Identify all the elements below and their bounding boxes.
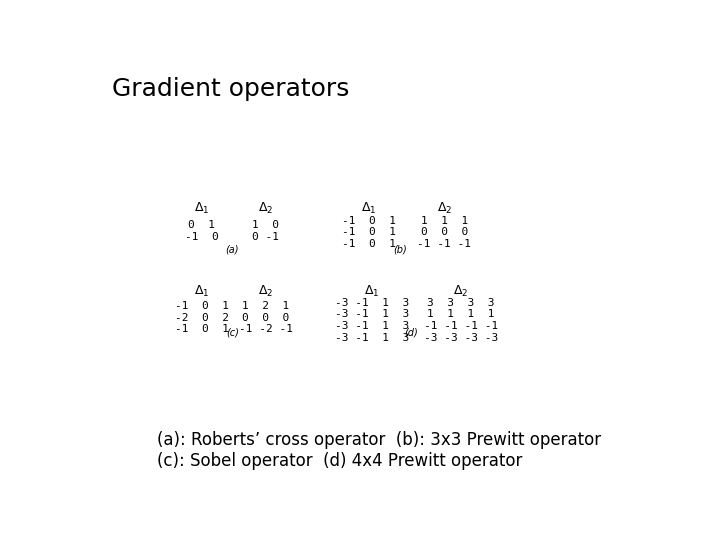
Text: -1 -1 -1: -1 -1 -1 xyxy=(418,239,472,249)
Text: (a): (a) xyxy=(225,245,239,255)
Text: 0  0  0: 0 0 0 xyxy=(420,227,468,238)
Text: 1  1  1  1: 1 1 1 1 xyxy=(428,309,495,319)
Text: -1 -1 -1 -1: -1 -1 -1 -1 xyxy=(424,321,498,331)
Text: $\Delta_2$: $\Delta_2$ xyxy=(258,284,274,299)
Text: (b): (b) xyxy=(393,245,407,255)
Text: -1 -2 -1: -1 -2 -1 xyxy=(239,324,293,334)
Text: -2  0  2: -2 0 2 xyxy=(175,313,229,322)
Text: (d): (d) xyxy=(404,328,418,338)
Text: $\Delta_1$: $\Delta_1$ xyxy=(361,201,377,216)
Text: $\Delta_1$: $\Delta_1$ xyxy=(194,201,210,216)
Text: 0  0  0: 0 0 0 xyxy=(242,313,289,322)
Text: 1  1  1: 1 1 1 xyxy=(420,215,468,226)
Text: -1  0  1: -1 0 1 xyxy=(342,215,396,226)
Text: 1  2  1: 1 2 1 xyxy=(242,301,289,311)
Text: Gradient operators: Gradient operators xyxy=(112,77,350,102)
Text: -1  0  1: -1 0 1 xyxy=(175,324,229,334)
Text: $\Delta_2$: $\Delta_2$ xyxy=(437,201,452,216)
Text: 1  0: 1 0 xyxy=(252,220,279,230)
Text: -3 -3 -3 -3: -3 -3 -3 -3 xyxy=(424,333,498,342)
Text: $\Delta_1$: $\Delta_1$ xyxy=(364,284,379,299)
Text: -3 -1  1  3: -3 -1 1 3 xyxy=(335,321,409,331)
Text: -1  0  1: -1 0 1 xyxy=(342,239,396,249)
Text: $\Delta_2$: $\Delta_2$ xyxy=(454,284,469,299)
Text: -3 -1  1  3: -3 -1 1 3 xyxy=(335,298,409,308)
Text: 0  1: 0 1 xyxy=(188,220,215,230)
Text: -3 -1  1  3: -3 -1 1 3 xyxy=(335,309,409,319)
Text: (c): (c) xyxy=(226,328,239,338)
Text: -3 -1  1  3: -3 -1 1 3 xyxy=(335,333,409,342)
Text: -1  0  1: -1 0 1 xyxy=(175,301,229,311)
Text: $\Delta_1$: $\Delta_1$ xyxy=(194,284,210,299)
Text: $\Delta_2$: $\Delta_2$ xyxy=(258,201,274,216)
Text: -1  0  1: -1 0 1 xyxy=(342,227,396,238)
Text: 0 -1: 0 -1 xyxy=(252,232,279,241)
Text: -1  0: -1 0 xyxy=(185,232,218,241)
Text: 3  3  3  3: 3 3 3 3 xyxy=(428,298,495,308)
Text: (a): Roberts’ cross operator  (b): 3x3 Prewitt operator
(c): Sobel operator  (d): (a): Roberts’ cross operator (b): 3x3 Pr… xyxy=(157,431,601,469)
